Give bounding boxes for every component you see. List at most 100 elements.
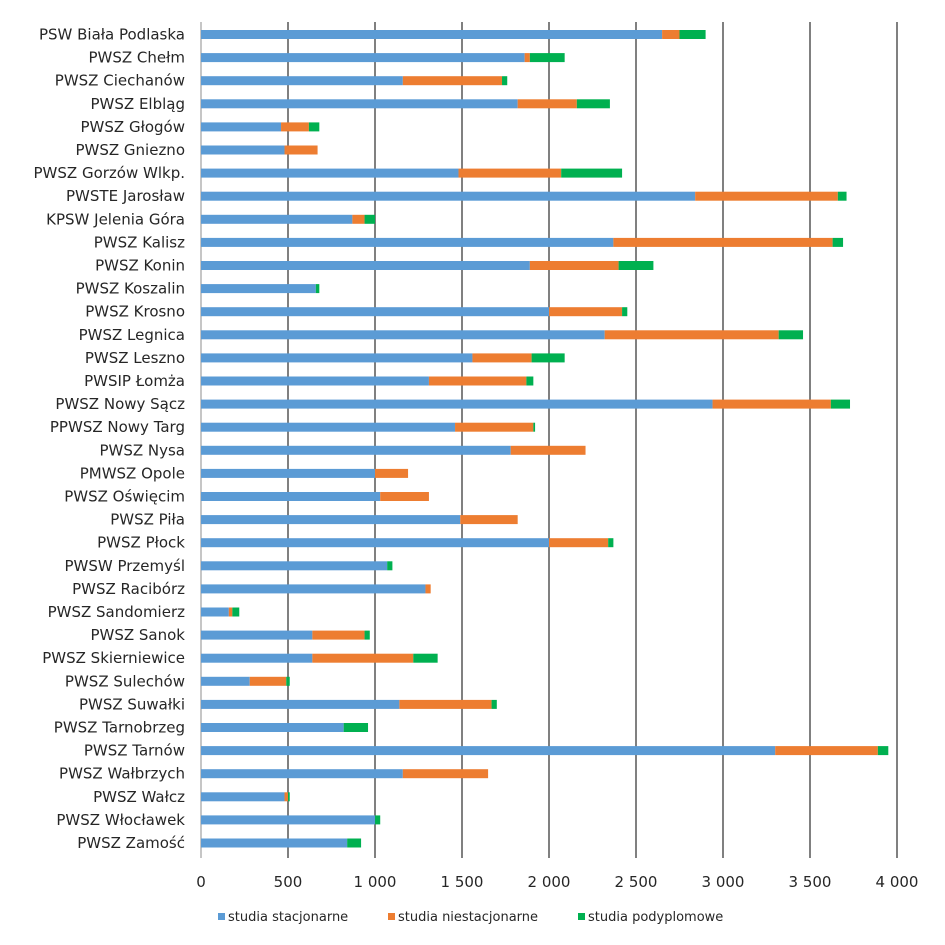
category-label: PWSIP Łomża	[84, 372, 185, 390]
bar-17-series-1	[455, 422, 534, 432]
bar-4-series-1	[281, 122, 309, 132]
category-label: PWSZ Wałcz	[93, 788, 185, 806]
category-label: KPSW Jelenia Góra	[46, 210, 185, 228]
bar-22-series-1	[549, 538, 609, 548]
category-label: PWSZ Zamość	[77, 834, 185, 852]
bar-14-series-1	[472, 353, 532, 363]
category-label: PWSZ Tarnów	[84, 742, 185, 760]
bar-31-series-2	[877, 746, 889, 756]
bar-19-series-1	[375, 468, 409, 478]
x-tick-label: 2 500	[615, 873, 658, 891]
bar-18-series-0	[201, 445, 511, 455]
bar-11-series-0	[201, 284, 316, 294]
bar-2-series-2	[502, 76, 508, 86]
category-label: PWSZ Gniezno	[75, 141, 185, 159]
legend-swatch	[388, 913, 395, 920]
bar-5-series-1	[284, 145, 318, 155]
bar-20-series-0	[201, 492, 381, 501]
bar-4-series-0	[201, 122, 282, 132]
category-label: PPWSZ Nowy Targ	[50, 418, 185, 436]
legend-swatch	[578, 913, 585, 920]
bar-0-series-1	[662, 30, 680, 39]
bar-3-series-2	[576, 99, 610, 109]
legend-label: studia stacjonarne	[228, 910, 348, 925]
bar-2-series-1	[402, 76, 503, 86]
category-label: PWSZ Nowy Sącz	[55, 395, 185, 413]
x-tick-label: 3 000	[702, 873, 745, 891]
bar-34-series-0	[201, 815, 375, 825]
legend-swatch	[218, 913, 225, 920]
bar-15-series-0	[201, 376, 429, 386]
bar-32-series-1	[402, 769, 489, 779]
bar-5-series-0	[201, 145, 285, 155]
bar-33-series-1	[284, 792, 288, 802]
legend-item: studia stacjonarne	[218, 910, 348, 925]
bar-1-series-1	[524, 53, 530, 63]
bar-23-series-0	[201, 561, 388, 571]
bar-0-series-2	[679, 30, 706, 39]
category-label: PWSZ Płock	[97, 534, 185, 552]
bar-6-series-1	[458, 168, 562, 178]
category-label: PWSZ Nysa	[99, 441, 185, 459]
bar-9-series-0	[201, 237, 614, 247]
bar-17-series-2	[533, 422, 536, 432]
bar-27-series-1	[312, 653, 414, 663]
bar-34-series-2	[375, 815, 381, 825]
bar-21-series-0	[201, 515, 461, 525]
category-label: PWSZ Sanok	[90, 626, 185, 644]
bar-11-series-2	[315, 284, 320, 294]
bar-8-series-0	[201, 214, 353, 224]
bar-21-series-1	[460, 515, 518, 525]
bar-12-series-0	[201, 307, 549, 317]
bar-26-series-2	[364, 630, 370, 640]
category-label: PWSZ Elbląg	[91, 95, 186, 113]
bar-25-series-2	[232, 607, 240, 617]
bar-0-series-0	[201, 30, 663, 39]
bar-22-series-0	[201, 538, 549, 548]
bar-15-series-1	[428, 376, 527, 386]
bar-17-series-0	[201, 422, 456, 432]
bar-35-series-2	[347, 838, 362, 848]
x-tick-label: 1 000	[354, 873, 397, 891]
category-label: PWSZ Sandomierz	[48, 603, 186, 621]
bar-8-series-1	[352, 214, 365, 224]
bar-23-series-2	[387, 561, 393, 571]
bar-7-series-1	[695, 191, 838, 201]
bar-6-series-0	[201, 168, 459, 178]
bar-24-series-0	[201, 584, 426, 594]
category-label: PWSZ Gorzów Wlkp.	[34, 164, 185, 182]
category-label: PWSZ Skierniewice	[42, 649, 185, 667]
bar-28-series-1	[249, 676, 287, 686]
bar-12-series-2	[622, 307, 628, 317]
category-label: PWSZ Konin	[95, 257, 185, 275]
bar-27-series-2	[413, 653, 438, 663]
bar-28-series-2	[286, 676, 290, 686]
x-tick-label: 1 500	[441, 873, 484, 891]
bar-32-series-0	[201, 769, 403, 779]
category-label: PMWSZ Opole	[80, 464, 185, 482]
bar-9-series-2	[832, 237, 844, 247]
legend-item: studia podyplomowe	[578, 910, 723, 925]
bar-29-series-2	[491, 699, 497, 709]
category-label: PWSZ Piła	[110, 511, 185, 529]
bar-26-series-0	[201, 630, 313, 640]
bar-22-series-2	[608, 538, 614, 548]
category-labels: PSW Biała Podlaska PWSZ Chełm PWSZ Ciechan…	[34, 26, 186, 853]
legend-label: studia niestacjonarne	[398, 910, 538, 925]
vertical-gridlines	[200, 22, 898, 858]
category-label: PWSZ Tarnobrzeg	[54, 719, 185, 737]
bar-6-series-2	[561, 168, 623, 178]
bar-9-series-1	[613, 237, 833, 247]
legend: studia stacjonarne studia niestacjonarne s…	[218, 910, 723, 925]
category-label: PWSZ Suwałki	[79, 695, 185, 713]
category-label: PWSZ Włocławek	[56, 811, 185, 829]
category-label: PWSZ Leszno	[85, 349, 185, 367]
bar-35-series-0	[201, 838, 348, 848]
category-label: PWSZ Krosno	[85, 303, 185, 321]
bar-30-series-2	[343, 723, 369, 732]
bar-28-series-0	[201, 676, 250, 686]
bar-marks	[201, 30, 889, 848]
category-label: PSW Biała Podlaska	[39, 26, 185, 44]
x-tick-label: 2 000	[528, 873, 571, 891]
